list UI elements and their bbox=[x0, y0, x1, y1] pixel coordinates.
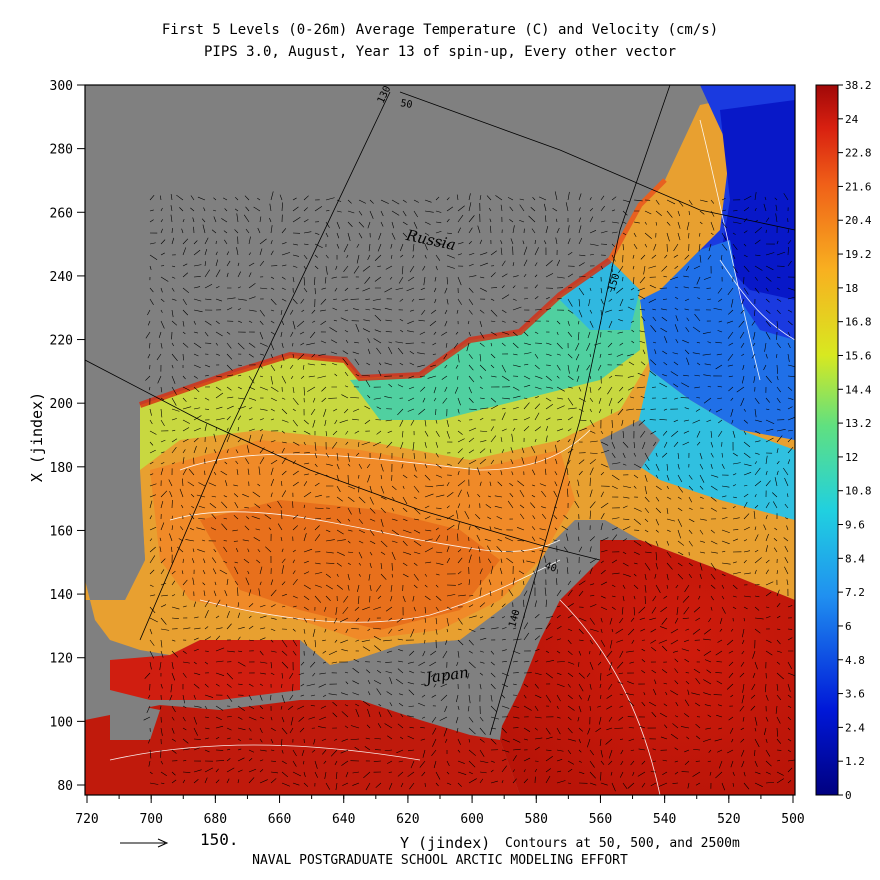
colorbar-label: 12 bbox=[845, 451, 858, 464]
lon-140-label: 140 bbox=[507, 608, 522, 628]
colorbar-label: 24 bbox=[845, 113, 859, 126]
y-tick-label: 180 bbox=[50, 461, 73, 476]
chart-title: First 5 Levels (0-26m) Average Temperatu… bbox=[161, 22, 719, 38]
colorbar-ticks: 38.2 24 22.8 21.6 20.4 19.2 18 16.8 15.6 14.4 13.2… bbox=[838, 79, 872, 802]
colorbar-label: 1.2 bbox=[845, 755, 865, 768]
x-tick-label: 700 bbox=[139, 812, 162, 827]
colorbar-label: 14.4 bbox=[845, 383, 872, 396]
y-tick-label: 140 bbox=[50, 588, 73, 603]
x-tick-label: 600 bbox=[460, 812, 483, 827]
colorbar bbox=[815, 84, 839, 796]
russia-landmass bbox=[85, 85, 700, 600]
y-tick-label: 160 bbox=[50, 524, 73, 539]
x-tick-label: 560 bbox=[589, 812, 612, 827]
colorbar-label: 22.8 bbox=[845, 147, 872, 160]
y-tick-label: 100 bbox=[50, 715, 73, 730]
colorbar-label: 0 bbox=[845, 789, 852, 802]
y-tick-label: 280 bbox=[50, 143, 73, 158]
colorbar-label: 16.8 bbox=[845, 316, 872, 329]
y-tick-label: 240 bbox=[50, 270, 73, 285]
colorbar-label: 20.4 bbox=[845, 214, 872, 227]
x-tick-label: 680 bbox=[204, 812, 227, 827]
colorbar-label: 7.2 bbox=[845, 586, 865, 599]
x-tick-label: 620 bbox=[396, 812, 419, 827]
y-axis-label: X (jindex) bbox=[28, 391, 47, 483]
velocity-vectors bbox=[143, 191, 795, 792]
x-tick-label: 580 bbox=[525, 812, 548, 827]
bathymetry-contours bbox=[109, 119, 795, 795]
lat-40-label: 40 bbox=[543, 560, 558, 574]
colorbar-label: 9.6 bbox=[845, 519, 865, 532]
japan-landmass bbox=[300, 520, 600, 730]
y-tick-label: 300 bbox=[50, 79, 73, 94]
colorbar-label: 8.4 bbox=[845, 552, 865, 565]
colorbar-label: 4.8 bbox=[845, 654, 865, 667]
colorbar-label: 21.6 bbox=[845, 180, 872, 193]
y-tick-label: 200 bbox=[50, 397, 73, 412]
y-tick-label: 120 bbox=[50, 652, 73, 667]
lon-150-label: 150 bbox=[606, 272, 622, 293]
x-axis-label: Y (jindex) bbox=[400, 834, 491, 852]
vector-scale-value: 150. bbox=[200, 830, 239, 849]
x-tick-label: 640 bbox=[332, 812, 355, 827]
contours-note: Contours at 50, 500, and 2500m bbox=[505, 836, 740, 851]
chart-subtitle: PIPS 3.0, August, Year 13 of spin-up, Ev… bbox=[203, 44, 676, 60]
colorbar-label: 19.2 bbox=[845, 248, 872, 261]
colorbar-label: 2.4 bbox=[845, 721, 865, 734]
vector-scale-arrow bbox=[120, 838, 169, 848]
colorbar-label: 13.2 bbox=[845, 417, 872, 430]
colorbar-label: 10.8 bbox=[845, 485, 872, 498]
lat-50-label: 50 bbox=[399, 98, 413, 111]
x-tick-label: 720 bbox=[75, 812, 98, 827]
colorbar-label: 18 bbox=[845, 282, 858, 295]
x-tick-label: 500 bbox=[781, 812, 804, 827]
colorbar-label: 3.6 bbox=[845, 688, 865, 701]
x-tick-label: 540 bbox=[653, 812, 676, 827]
y-tick-label: 80 bbox=[57, 779, 73, 794]
y-tick-label: 260 bbox=[50, 206, 73, 221]
colorbar-label: 15.6 bbox=[845, 349, 872, 362]
colorbar-label: 38.2 bbox=[845, 79, 872, 92]
colorbar-label: 6 bbox=[845, 620, 852, 633]
axis-ticks: 720 700 680 660 640 620 600 580 560 540 520 500 300 2… bbox=[50, 79, 805, 827]
x-tick-label: 660 bbox=[268, 812, 291, 827]
x-tick-label: 520 bbox=[717, 812, 740, 827]
credit-line: NAVAL POSTGRADUATE SCHOOL ARCTIC MODELIN… bbox=[252, 853, 628, 868]
y-tick-label: 220 bbox=[50, 334, 73, 349]
graticule bbox=[85, 85, 795, 736]
